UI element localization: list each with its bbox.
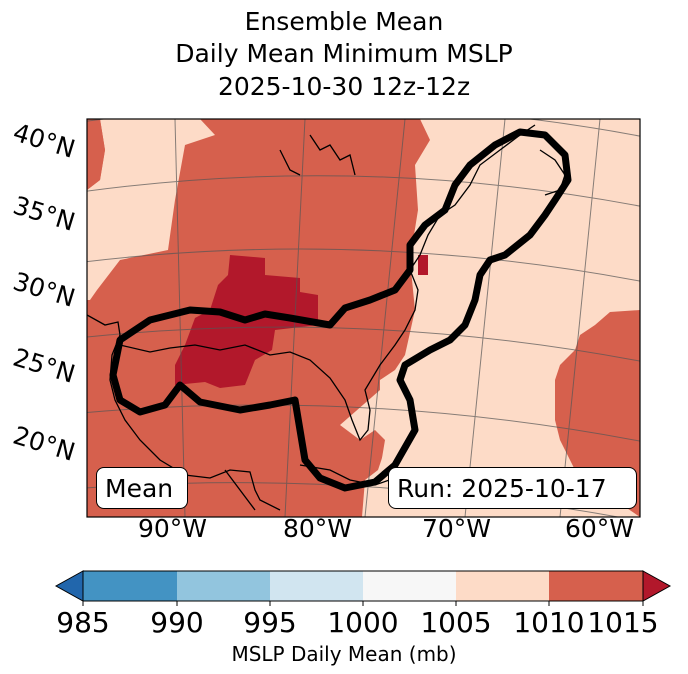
colorbar-tick-1010: 1010: [513, 606, 585, 639]
colorbar-tick-995: 995: [243, 606, 297, 639]
title-line-3: 2025-10-30 12z-12z: [217, 72, 471, 101]
colorbar-tick-1000: 1000: [327, 606, 399, 639]
colorbar-ticks: [82, 601, 644, 606]
title-line-2: Daily Mean Minimum MSLP: [175, 39, 513, 68]
colorbar-tick-990: 990: [150, 606, 204, 639]
colorbar-tick-1005: 1005: [420, 606, 492, 639]
mslp-contour: [109, 128, 572, 492]
lon-label-70w: 70°W: [422, 514, 492, 543]
lon-label-90w: 90°W: [138, 514, 208, 543]
colorbar-segment-1010-1015: [549, 571, 643, 601]
colorbar-label: MSLP Daily Mean (mb): [231, 642, 457, 666]
colorbar-extend-low: [54, 570, 84, 602]
pressure-field-1010-1015-nw: [87, 119, 105, 190]
colorbar-segment-995-1000: [270, 571, 363, 601]
colorbar-segment-1000-1005: [363, 571, 456, 601]
colorbar-tick-1015: 1015: [587, 606, 659, 639]
colorbar-extend-high: [642, 570, 672, 602]
title-line-1: Ensemble Mean: [244, 7, 444, 36]
colorbar-segment-1005-1010: [456, 571, 549, 601]
colorbar-segment-985-990: [83, 571, 177, 601]
lon-label-80w: 80°W: [283, 514, 353, 543]
colorbar-segment-990-995: [177, 571, 270, 601]
map-frame: [86, 118, 641, 518]
coastlines: [87, 124, 566, 511]
lon-label-60w: 60°W: [565, 514, 635, 543]
pressure-field-1010-1015-east: [555, 310, 640, 517]
run-label-box: Run: 2025-10-17: [388, 467, 637, 509]
pressure-field-small-patch: [418, 255, 428, 275]
pressure-field-light-notch: [87, 119, 215, 300]
colorbar-tick-985: 985: [56, 606, 110, 639]
mean-label-box: Mean: [96, 467, 188, 509]
